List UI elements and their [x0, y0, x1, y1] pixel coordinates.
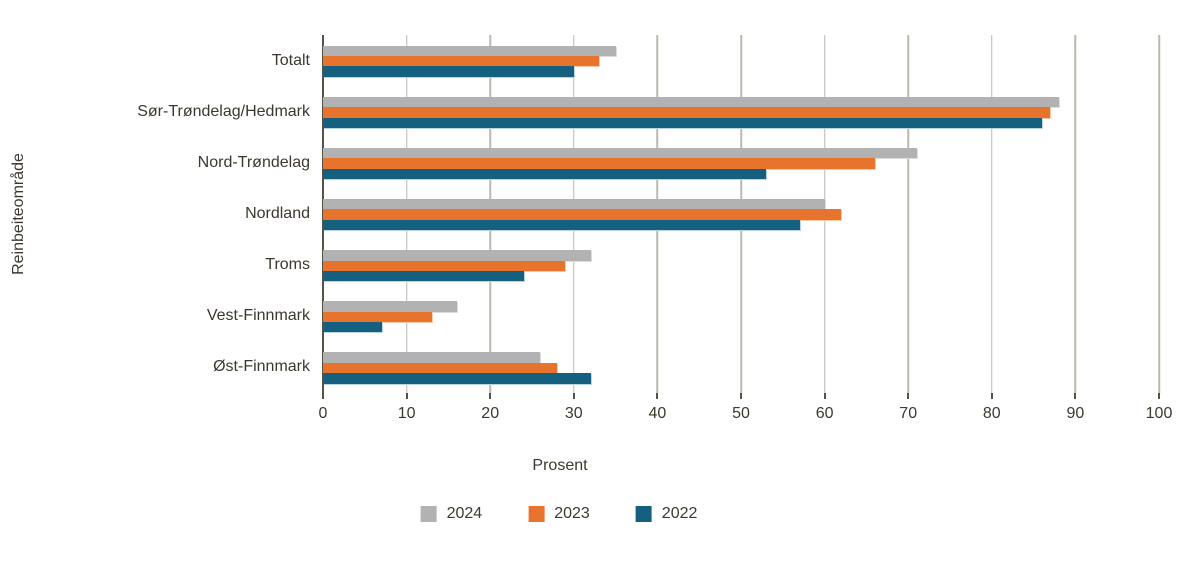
legend-swatch-2024 — [420, 506, 437, 522]
x-tick-80 — [990, 393, 993, 399]
x-tick-30 — [572, 393, 575, 399]
legend-label: 2022 — [661, 505, 698, 522]
legend: 2024 2023 2022 — [420, 505, 698, 523]
bar-2024 — [323, 199, 825, 210]
category-label: Totalt — [271, 51, 310, 69]
legend-swatch-2022 — [635, 506, 652, 522]
bar-2023 — [323, 107, 1051, 118]
gridline-90 — [1074, 35, 1077, 393]
x-tick-40 — [656, 393, 659, 399]
x-axis-title: Prosent — [532, 457, 588, 474]
bar-2024 — [323, 45, 616, 56]
bar-2022 — [323, 117, 1042, 128]
bar-2024 — [323, 147, 917, 159]
bar-2022 — [323, 373, 591, 384]
x-tick-label-80: 80 — [982, 405, 1001, 422]
bar-2023 — [323, 55, 599, 67]
bar-2022 — [323, 66, 574, 77]
bar-2023 — [323, 311, 432, 323]
bar-2024 — [323, 96, 1059, 108]
gridline-80 — [991, 35, 993, 393]
legend-label: 2023 — [554, 505, 590, 522]
category-label: Troms — [265, 256, 310, 274]
legend-swatch-2023 — [528, 506, 545, 522]
x-tick-label-30: 30 — [564, 405, 583, 422]
legend-item-2023: 2023 — [528, 505, 590, 523]
x-tick-label-40: 40 — [648, 405, 667, 422]
x-tick-label-60: 60 — [815, 405, 834, 422]
x-tick-90 — [1074, 393, 1077, 399]
category-labels: Totalt Sør-Trøndelag/Hedmark Nord-Trøndela… — [0, 35, 310, 393]
category-label: Sør-Trøndelag/Hedmark — [137, 102, 310, 120]
bar-2022 — [323, 219, 800, 231]
bar-2024 — [323, 301, 457, 312]
gridline-70 — [907, 35, 909, 393]
legend-item-2024: 2024 — [420, 505, 483, 523]
plot-area: 0 10 20 30 40 50 60 70 80 90 100 — [319, 35, 1172, 422]
x-tick-label-50: 50 — [732, 405, 750, 422]
category-label: Nordland — [245, 205, 310, 222]
x-tick-label-0: 0 — [318, 405, 328, 422]
x-tick-label-70: 70 — [899, 405, 918, 422]
bar-2022 — [323, 168, 767, 180]
category-label: Vest-Finnmark — [206, 307, 310, 325]
x-tick-10 — [405, 393, 408, 399]
x-tick-label-90: 90 — [1066, 405, 1085, 422]
x-tick-20 — [489, 393, 492, 399]
gridline-100 — [1158, 35, 1160, 393]
x-tick-50 — [740, 393, 742, 399]
x-tick-0 — [322, 393, 324, 399]
bar-2024 — [323, 352, 541, 363]
legend-item-2022: 2022 — [635, 505, 698, 523]
x-tick-label-10: 10 — [397, 405, 416, 422]
category-label: Nord-Trøndelag — [197, 153, 310, 171]
legend-label: 2024 — [446, 505, 483, 522]
bar-2022 — [323, 322, 382, 333]
x-tick-70 — [907, 393, 910, 399]
x-tick-label-100: 100 — [1145, 405, 1173, 422]
x-tick-100 — [1158, 393, 1160, 399]
bar-2023 — [323, 158, 875, 169]
x-tick-60 — [823, 393, 826, 399]
x-tick-label-20: 20 — [481, 405, 500, 422]
bar-2022 — [323, 270, 524, 282]
category-label: Øst-Finnmark — [213, 358, 310, 376]
bar-2023 — [323, 260, 566, 271]
bar-2024 — [323, 250, 591, 261]
bar-2023 — [323, 209, 842, 220]
bar-2023 — [323, 362, 558, 374]
